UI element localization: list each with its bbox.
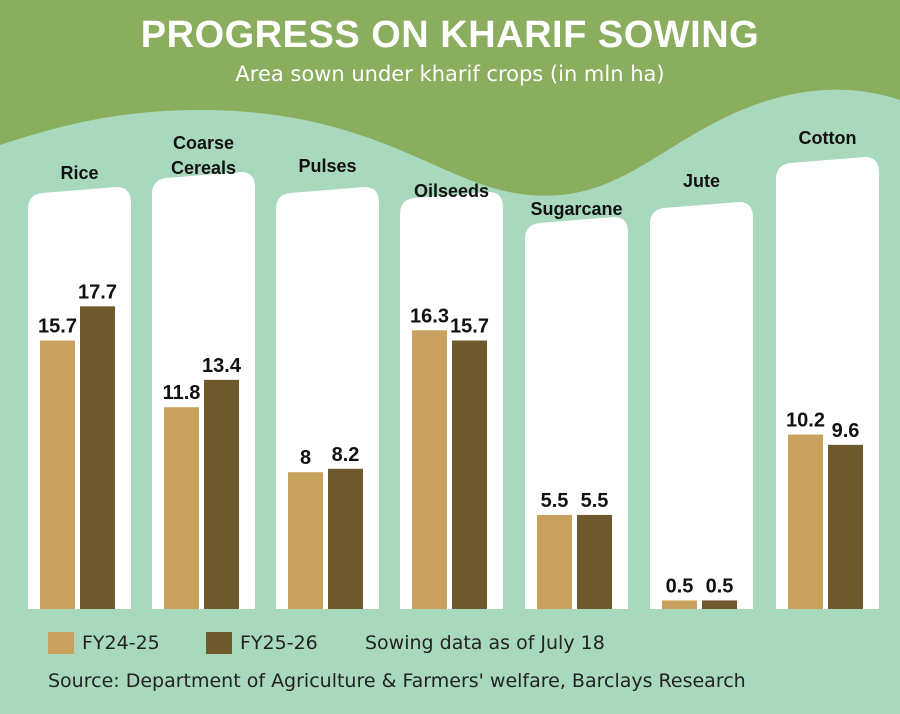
category-label-sugarcane: Sugarcane (530, 199, 622, 219)
source-note: Source: Department of Agriculture & Farm… (48, 670, 746, 692)
bar-pulses-fy24 (288, 472, 323, 609)
data-label-pulses-fy24: 8 (300, 447, 311, 469)
data-label-coarse-cereals-fy24: 11.8 (163, 382, 201, 404)
chart-title: PROGRESS ON KHARIF SOWING (140, 14, 760, 56)
bar-sugarcane-fy25 (577, 514, 612, 609)
category-label-cotton: Cotton (799, 128, 857, 148)
bar-cotton-fy24 (788, 434, 823, 609)
data-label-rice-fy25: 17.7 (78, 281, 117, 303)
bar-jute-fy25 (702, 600, 737, 609)
panel-sugarcane (525, 217, 628, 609)
bar-oilseeds-fy24 (412, 330, 447, 609)
panel-jute (650, 202, 753, 609)
data-label-coarse-cereals-fy25: 13.4 (202, 355, 242, 377)
bar-coarse-cereals-fy24 (164, 407, 199, 609)
data-label-rice-fy24: 15.7 (38, 316, 77, 338)
bar-sugarcane-fy24 (537, 514, 572, 609)
category-label-coarse-cereals: Cereals (171, 158, 236, 178)
category-label-jute: Jute (683, 171, 720, 191)
data-note: Sowing data as of July 18 (365, 632, 605, 654)
legend-label-fy25: FY25-26 (240, 632, 318, 654)
data-label-cotton-fy25: 9.6 (832, 420, 860, 442)
legend-label-fy24: FY24-25 (82, 632, 160, 654)
bar-rice-fy24 (40, 340, 75, 609)
bar-jute-fy24 (662, 600, 697, 609)
legend-swatch-fy25 (206, 632, 232, 654)
data-label-sugarcane-fy24: 5.5 (541, 490, 569, 512)
category-label-coarse-cereals: Coarse (173, 133, 234, 153)
category-label-rice: Rice (60, 163, 98, 183)
data-label-oilseeds-fy25: 15.7 (450, 316, 489, 338)
data-label-sugarcane-fy25: 5.5 (581, 490, 609, 512)
data-label-jute-fy24: 0.5 (666, 575, 694, 597)
bar-oilseeds-fy25 (452, 340, 487, 609)
data-label-jute-fy25: 0.5 (706, 575, 734, 597)
category-label-pulses: Pulses (298, 156, 356, 176)
data-label-pulses-fy25: 8.2 (332, 444, 360, 466)
bar-rice-fy25 (80, 306, 115, 609)
chart-subtitle: Area sown under kharif crops (in mln ha) (235, 62, 665, 86)
data-label-oilseeds-fy24: 16.3 (410, 305, 449, 327)
bar-coarse-cereals-fy25 (204, 379, 239, 609)
bar-cotton-fy25 (828, 444, 863, 609)
category-label-oilseeds: Oilseeds (414, 181, 489, 201)
legend-swatch-fy24 (48, 632, 74, 654)
bar-pulses-fy25 (328, 468, 363, 609)
data-label-cotton-fy24: 10.2 (786, 410, 825, 432)
